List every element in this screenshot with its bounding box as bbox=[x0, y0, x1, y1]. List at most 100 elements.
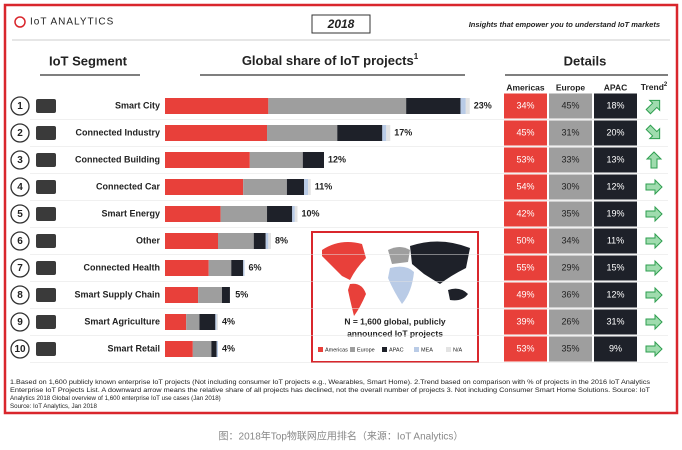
bar-segment bbox=[211, 341, 217, 357]
trend-header: Trend2 bbox=[641, 82, 668, 93]
details-cell bbox=[549, 147, 592, 173]
trend-arrow bbox=[645, 286, 663, 304]
segment-name: Smart City bbox=[115, 100, 160, 110]
bar-segment bbox=[165, 287, 199, 303]
rank: 6 bbox=[17, 236, 23, 247]
bar-segment bbox=[267, 206, 293, 222]
bar-segment bbox=[165, 341, 193, 357]
rank: 3 bbox=[17, 155, 23, 166]
bar-segment bbox=[199, 314, 216, 330]
details-cell bbox=[549, 282, 592, 308]
trend-arrow bbox=[645, 99, 661, 115]
bar-segment bbox=[465, 98, 470, 114]
bar-segment bbox=[165, 314, 187, 330]
details-cell bbox=[504, 282, 547, 308]
bar-segment bbox=[165, 260, 209, 276]
rank-badge bbox=[10, 96, 30, 116]
bar-segment bbox=[220, 206, 268, 222]
details-value: 55% bbox=[516, 262, 534, 272]
rank: 4 bbox=[17, 182, 23, 193]
details-value: 9% bbox=[609, 343, 622, 353]
details-cell bbox=[594, 93, 637, 119]
map-asia bbox=[410, 241, 470, 284]
bar-segment bbox=[386, 125, 391, 141]
footnote: Source: IoT Analytics, Jan 2018 bbox=[10, 403, 97, 410]
details-cell bbox=[504, 309, 547, 335]
details-value: 53% bbox=[516, 154, 534, 164]
total-label: 11% bbox=[315, 181, 333, 191]
details-value: 33% bbox=[561, 154, 579, 164]
details-cell bbox=[594, 228, 637, 254]
details-value: 31% bbox=[561, 127, 579, 137]
rank-badge bbox=[10, 339, 30, 359]
bar-segment bbox=[253, 233, 266, 249]
total-label: 23% bbox=[474, 100, 492, 110]
rank-badge bbox=[10, 123, 30, 143]
segment-icon bbox=[36, 261, 56, 275]
bar-segment bbox=[218, 233, 254, 249]
trend-arrow bbox=[645, 151, 663, 169]
legend-swatch bbox=[446, 347, 451, 352]
details-cell bbox=[594, 282, 637, 308]
bar-segment bbox=[308, 179, 311, 195]
segment-icon bbox=[36, 315, 56, 329]
details-value: 42% bbox=[516, 208, 534, 218]
details-value: 45% bbox=[516, 127, 534, 137]
details-value: 12% bbox=[606, 181, 624, 191]
total-label: 4% bbox=[222, 343, 235, 353]
details-column-header: Americas bbox=[506, 82, 545, 92]
details-value: 45% bbox=[561, 100, 579, 110]
bar-segment bbox=[165, 98, 269, 114]
map-note: announced IoT projects bbox=[347, 328, 443, 338]
share-header-text: Global share of IoT projects bbox=[242, 53, 414, 68]
trend-arrow bbox=[645, 205, 663, 223]
segment-name: Smart Retail bbox=[107, 343, 160, 353]
total-label: 4% bbox=[222, 316, 235, 326]
map-note: N = 1,600 global, publicly bbox=[344, 316, 446, 326]
legend-label: APAC bbox=[389, 347, 404, 353]
segment-name: Connected Health bbox=[83, 262, 160, 272]
details-cell bbox=[504, 174, 547, 200]
trend-arrow bbox=[645, 259, 663, 277]
segment-name: Connected Car bbox=[96, 181, 161, 191]
bar-segment bbox=[165, 206, 221, 222]
share-header-note: 1 bbox=[414, 52, 419, 61]
trend-header-text: Trend bbox=[641, 82, 664, 92]
details-cell bbox=[594, 201, 637, 227]
share-header: Global share of IoT projects1 bbox=[242, 52, 419, 68]
legend-swatch bbox=[350, 347, 355, 352]
details-value: 49% bbox=[516, 289, 534, 299]
details-value: 34% bbox=[561, 235, 579, 245]
segment-icon bbox=[36, 288, 56, 302]
segment-icon bbox=[36, 180, 56, 194]
details-value: 34% bbox=[516, 100, 534, 110]
details-cell bbox=[594, 174, 637, 200]
legend-label: Europe bbox=[357, 347, 375, 353]
logo-icon bbox=[14, 16, 26, 28]
details-value: 12% bbox=[606, 289, 624, 299]
bar-segment bbox=[216, 314, 218, 330]
details-value: 50% bbox=[516, 235, 534, 245]
total-label: 12% bbox=[328, 154, 346, 164]
details-cell bbox=[504, 336, 547, 362]
details-cell bbox=[594, 147, 637, 173]
map-africa bbox=[388, 266, 414, 304]
rank-badge bbox=[10, 204, 30, 224]
total-label: 10% bbox=[302, 208, 320, 218]
map-north-america bbox=[322, 242, 366, 280]
rank: 2 bbox=[17, 128, 23, 139]
segment-header: IoT Segment bbox=[49, 53, 128, 68]
trend-arrow bbox=[645, 232, 663, 250]
trend-arrow bbox=[645, 124, 661, 140]
chart-title: 2018 bbox=[327, 17, 355, 31]
rank-badge bbox=[10, 285, 30, 305]
rank-badge bbox=[10, 177, 30, 197]
rank: 7 bbox=[17, 263, 23, 274]
details-value: 30% bbox=[561, 181, 579, 191]
details-value: 20% bbox=[606, 127, 624, 137]
details-header: Details bbox=[564, 53, 607, 68]
details-cell bbox=[549, 228, 592, 254]
bar-segment bbox=[265, 233, 269, 249]
bar-segment bbox=[337, 125, 383, 141]
details-value: 54% bbox=[516, 181, 534, 191]
